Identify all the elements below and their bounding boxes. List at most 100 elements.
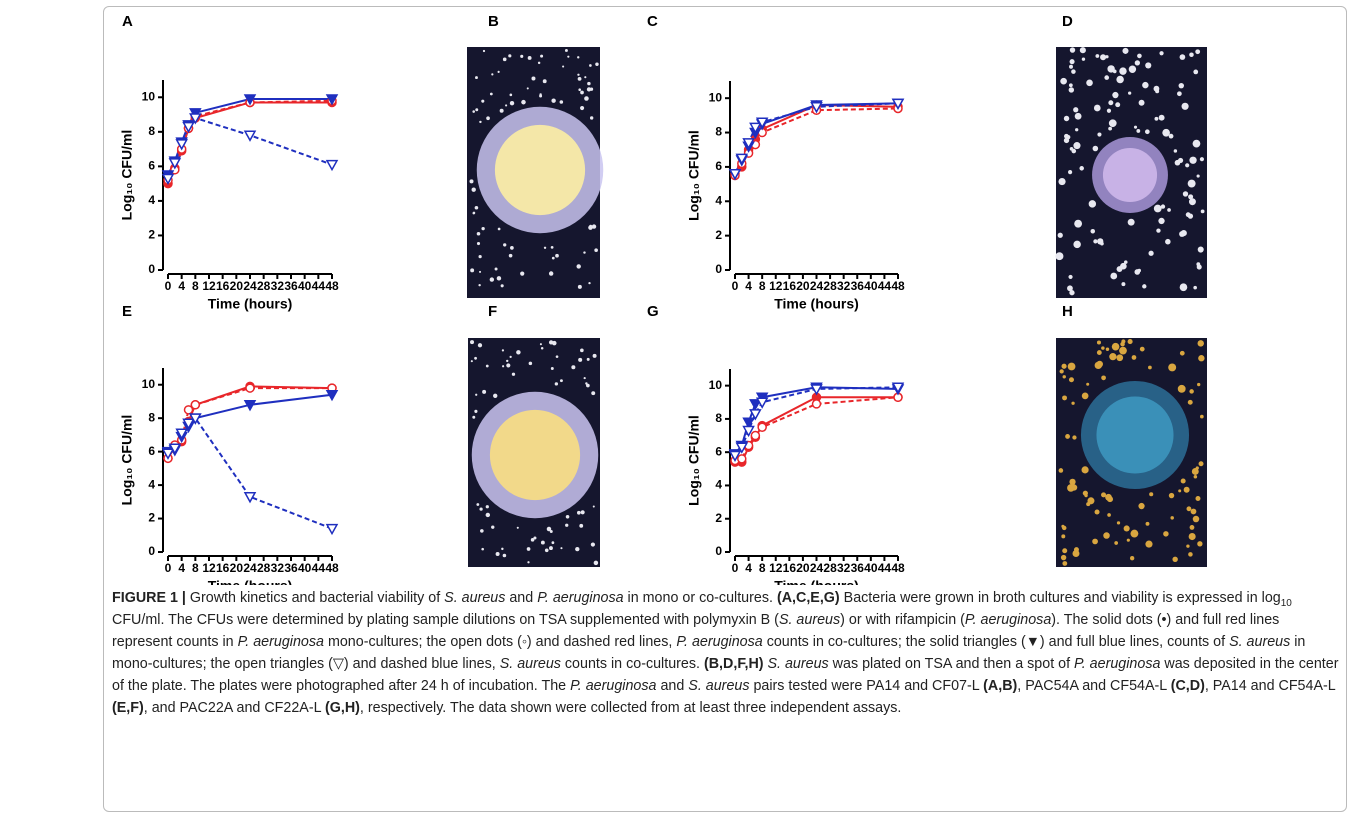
caption-text: , respectively. The data shown were coll…: [359, 700, 902, 716]
data-marker: [750, 430, 761, 441]
colony: [1179, 54, 1186, 60]
colony: [592, 505, 595, 508]
colony: [1116, 521, 1121, 525]
colony: [475, 108, 479, 112]
colony: [482, 49, 486, 53]
colony: [1092, 538, 1098, 545]
colony: [1189, 389, 1194, 394]
data-marker: [182, 121, 195, 134]
colony: [1142, 81, 1149, 89]
colony: [1058, 468, 1064, 473]
colony: [516, 526, 519, 529]
colony: [580, 510, 585, 515]
colony: [1177, 384, 1186, 393]
colony: [1172, 556, 1178, 563]
colony: [475, 76, 478, 80]
colony: [1133, 125, 1138, 129]
colony: [485, 364, 489, 368]
colony: [594, 248, 598, 253]
data-marker: [243, 492, 257, 504]
colony: [1138, 99, 1145, 106]
x-tick-label: 8: [759, 561, 766, 575]
colony: [551, 256, 555, 260]
colony: [576, 264, 581, 269]
x-tick-label: 28: [823, 279, 837, 293]
colony: [1188, 552, 1193, 557]
colony: [1069, 290, 1075, 296]
x-tick-label: 40: [298, 279, 312, 293]
colony: [578, 357, 583, 362]
colony: [560, 547, 563, 550]
colony: [520, 54, 524, 58]
colony: [1068, 83, 1073, 88]
x-tick-label: 4: [745, 279, 752, 293]
colony: [1090, 229, 1096, 234]
x-tick-label: 20: [796, 279, 810, 293]
colony: [508, 54, 512, 58]
colony: [469, 179, 474, 184]
x-tick-label: 8: [759, 279, 766, 293]
caption-text: (B,D,F,H): [703, 656, 764, 672]
data-marker: [755, 397, 769, 409]
caption-text: , PA14 and CF54A-L: [1204, 678, 1336, 694]
colony: [1177, 91, 1182, 97]
colony: [1062, 375, 1066, 379]
colony: [1178, 82, 1185, 89]
x-tick-label: 28: [257, 279, 271, 293]
colony: [479, 120, 482, 124]
colony: [559, 379, 563, 383]
colony: [528, 361, 533, 366]
colony: [540, 540, 545, 545]
data-marker: [161, 173, 175, 185]
colony: [472, 110, 475, 113]
x-tick-label: 36: [851, 279, 865, 293]
colony: [1096, 340, 1101, 345]
colony: [1127, 218, 1135, 226]
colony: [502, 57, 507, 62]
caption-text: P. aeruginosa: [1074, 656, 1161, 672]
colony: [1105, 55, 1109, 59]
colony: [1192, 139, 1201, 148]
colony: [1189, 525, 1195, 530]
y-tick-label: 0: [148, 262, 155, 276]
x-axis-title: Time (hours): [774, 296, 859, 312]
colony: [551, 98, 556, 103]
colony: [1195, 495, 1201, 502]
colony: [1062, 561, 1068, 566]
colony: [540, 54, 544, 58]
colony: [1069, 47, 1076, 53]
colony: [1196, 174, 1200, 178]
panel-label: C: [647, 13, 658, 30]
colony: [474, 205, 479, 210]
caption-text: S. aureus: [778, 612, 841, 628]
colony: [1082, 490, 1088, 496]
colony: [1112, 69, 1117, 74]
colony: [509, 100, 515, 106]
x-tick-label: 28: [257, 561, 271, 575]
colony: [549, 546, 553, 551]
colony: [494, 267, 498, 271]
colony: [1086, 502, 1091, 507]
colony: [478, 254, 482, 259]
y-tick-label: 6: [715, 444, 722, 458]
colony: [479, 270, 482, 273]
colony: [501, 547, 504, 551]
colony: [476, 231, 481, 236]
colony: [1148, 250, 1154, 256]
colony: [580, 105, 585, 111]
colony: [1191, 468, 1199, 475]
colony: [1069, 59, 1075, 65]
colony: [1156, 228, 1161, 233]
data-marker: [811, 399, 822, 409]
data-marker: [189, 113, 202, 125]
data-marker: [183, 405, 194, 415]
x-tick-label: 40: [298, 561, 312, 575]
colony: [1106, 108, 1112, 113]
colony: [549, 530, 553, 533]
colony: [496, 276, 502, 281]
caption-text: 10: [1280, 597, 1292, 609]
colony: [1193, 285, 1197, 290]
colony: [1071, 148, 1077, 154]
colony: [591, 391, 596, 396]
colony: [481, 227, 485, 231]
